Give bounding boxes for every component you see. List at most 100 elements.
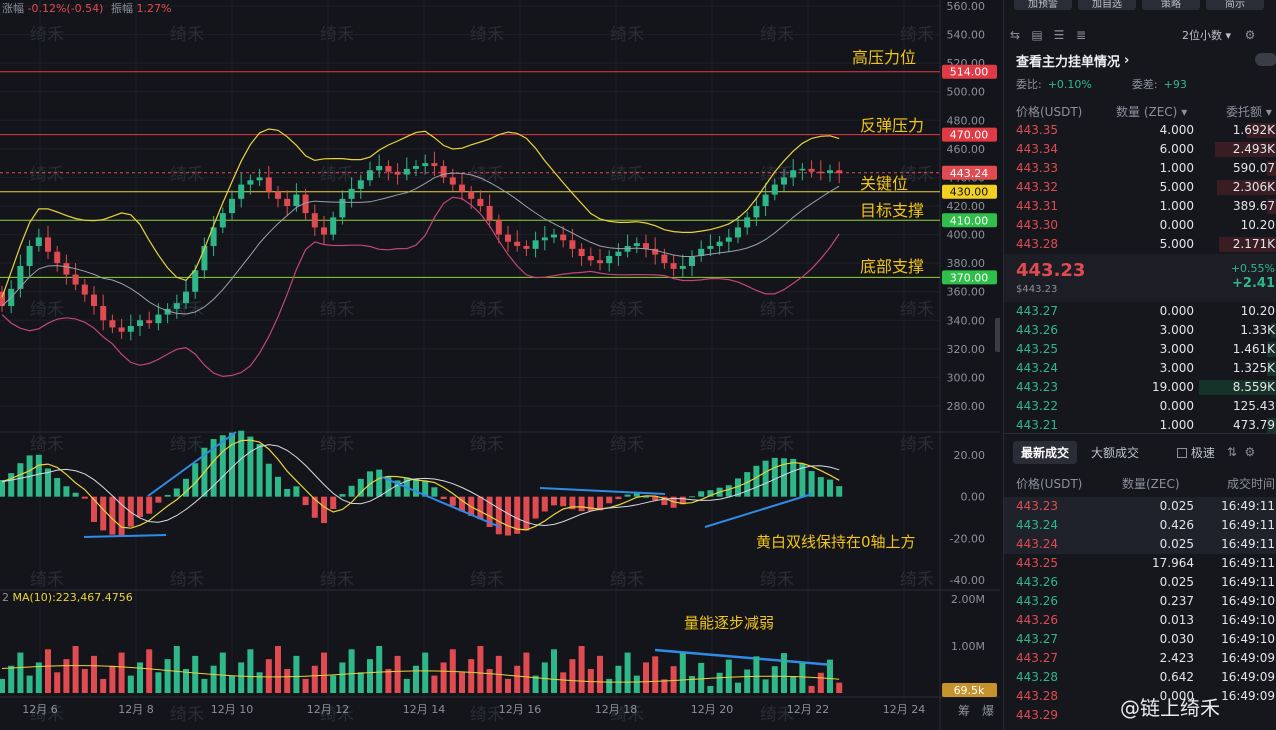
macd-bar xyxy=(771,457,778,497)
watermark-text: 绮禾 xyxy=(760,705,794,725)
macd-bar xyxy=(100,496,107,531)
order-amount: 10.20 xyxy=(1240,304,1275,318)
candle xyxy=(146,320,153,324)
tab-latest-trades[interactable]: 最新成交 xyxy=(1013,440,1078,464)
order-amount: 1.461K xyxy=(1232,342,1275,356)
trades-header: 价格(USDT) 数量(ZEC) 成交时间 xyxy=(1016,476,1275,491)
fast-mode-checkbox[interactable]: 极速 xyxy=(1177,444,1215,461)
volume-bar xyxy=(633,675,640,693)
ask-row[interactable]: 443.30 0.000 10.20 xyxy=(1004,216,1276,235)
order-price: 443.32 xyxy=(1016,180,1058,194)
add-alert-button[interactable]: 加预警 xyxy=(1014,0,1072,10)
candle xyxy=(523,246,530,249)
candle xyxy=(35,237,42,246)
candle xyxy=(45,237,51,252)
level-tag xyxy=(942,270,997,285)
order-price: 443.21 xyxy=(1016,418,1058,432)
trend-arrow xyxy=(539,487,666,495)
trade-price: 443.24 xyxy=(1016,537,1058,551)
bid-row[interactable]: 443.24 3.000 1.325K xyxy=(1004,359,1276,378)
macd-bar xyxy=(155,496,162,503)
strategy-button[interactable]: 策略 xyxy=(1142,0,1200,10)
precision-select[interactable]: 2位小数 ▾ xyxy=(1182,29,1232,42)
volume-bar xyxy=(0,678,5,693)
candle xyxy=(219,213,226,228)
macd-bar xyxy=(505,496,511,536)
chart-area[interactable]: 绮禾 绮禾 绮禾 绮禾 绮禾 绮禾 绮禾 绮禾 绮禾 绮禾 绮禾 绮禾 绮禾 绮禾 绮禾 绮禾 绮禾 绮禾 绮禾 绮禾… xyxy=(0,0,1220,730)
candle xyxy=(339,198,346,218)
simple-view-button[interactable]: 简示 xyxy=(1206,0,1264,10)
order-book-panel: 加预警 加自选 策略 简示 ⇆ ▤ ☰ ≣ 2位小数 ▾ ⚙ 查看主力挂单情况 ›… xyxy=(1003,0,1276,730)
bid-row[interactable]: 443.21 1.000 473.79 xyxy=(1004,416,1276,435)
trades-settings-icon[interactable]: ⚙ xyxy=(1244,445,1256,459)
volume-bar xyxy=(624,652,631,693)
candle xyxy=(155,314,162,324)
volume-bar xyxy=(265,659,272,693)
bid-row[interactable]: 443.22 0.000 125.43 xyxy=(1004,397,1276,416)
trade-price: 443.29 xyxy=(1016,708,1058,722)
candle xyxy=(551,234,557,238)
ask-row[interactable]: 443.34 6.000 2.493K xyxy=(1004,140,1276,159)
ask-row[interactable]: 443.31 1.000 389.67 xyxy=(1004,197,1276,216)
volume-bar xyxy=(367,659,373,693)
macd-bar xyxy=(183,478,189,497)
level-tag-text: 430.00 xyxy=(950,186,989,199)
trade-row: 443.27 0.030 16:49:10 xyxy=(1004,630,1276,649)
watermark-text: 绮禾 xyxy=(900,570,934,590)
chevron-right-icon: › xyxy=(1124,52,1130,68)
candle xyxy=(91,294,97,306)
macd-bar xyxy=(302,496,309,506)
order-qty: 5.000 xyxy=(1159,237,1194,251)
watermark-text: 绮禾 xyxy=(30,25,64,45)
bid-row[interactable]: 443.23 19.000 8.559K xyxy=(1004,378,1276,397)
volume-bar xyxy=(477,646,484,693)
macd-bar xyxy=(459,496,465,512)
volume-bar xyxy=(302,678,309,693)
orderbook-list-icon[interactable]: ≣ xyxy=(1075,28,1087,42)
ask-row[interactable]: 443.35 4.000 1.692K xyxy=(1004,121,1276,140)
orderbook-both-icon[interactable]: ⇆ xyxy=(1009,28,1021,42)
macd-bar xyxy=(606,496,613,504)
watermark-text: 绮禾 xyxy=(610,435,644,455)
depth-bar xyxy=(1267,161,1276,176)
orderbook-bids-icon[interactable]: ▤ xyxy=(1031,28,1043,42)
ma-line xyxy=(1,172,840,315)
annotation-rebound-pressure: 反弹压力 xyxy=(860,116,925,135)
candle xyxy=(183,291,189,304)
bid-row[interactable]: 443.25 3.000 1.461K xyxy=(1004,340,1276,359)
macd-bar xyxy=(265,463,272,497)
main-orders-link[interactable]: 查看主力挂单情况 › xyxy=(1004,50,1276,70)
order-amount: 473.79 xyxy=(1233,418,1275,432)
macd-bar xyxy=(532,496,539,519)
chevron-down-icon: ▾ xyxy=(1225,29,1232,42)
volume-bar xyxy=(45,649,51,693)
volume-bar xyxy=(210,665,217,693)
watermark-text: 绮禾 xyxy=(30,165,64,185)
bid-row[interactable]: 443.27 0.000 10.20 xyxy=(1004,302,1276,321)
volume-bar xyxy=(219,652,226,693)
volume-bar xyxy=(394,655,401,693)
price-axis-tick: 280.00 xyxy=(947,400,986,413)
filter-icon[interactable]: ⇅ xyxy=(1226,445,1237,459)
orderbook-asks-icon[interactable]: ☰ xyxy=(1053,28,1065,42)
tab-large-trades[interactable]: 大额成交 xyxy=(1091,445,1140,460)
watermark-text: 绮禾 xyxy=(470,300,504,320)
toggle-switch[interactable] xyxy=(1255,53,1276,66)
trade-price: 443.25 xyxy=(1016,556,1058,570)
bid-row[interactable]: 443.26 3.000 1.33K xyxy=(1004,321,1276,340)
settings-icon[interactable]: ⚙ xyxy=(1244,28,1256,42)
price-axis-tick: 340.00 xyxy=(947,314,986,327)
macd-bar xyxy=(210,439,217,497)
ask-row[interactable]: 443.28 5.000 2.171K xyxy=(1004,235,1276,254)
order-amount: 2.171K xyxy=(1232,237,1275,251)
volume-bar xyxy=(431,675,438,693)
add-watchlist-button[interactable]: 加自选 xyxy=(1078,0,1136,10)
price-axis-tick: 320.00 xyxy=(947,343,986,356)
volume-ma-line xyxy=(1,665,840,683)
macd-bar xyxy=(293,486,300,497)
ask-row[interactable]: 443.33 1.000 590.07 xyxy=(1004,159,1276,178)
candle xyxy=(771,184,778,195)
ask-row[interactable]: 443.32 5.000 2.306K xyxy=(1004,178,1276,197)
volume-bar xyxy=(716,672,723,693)
